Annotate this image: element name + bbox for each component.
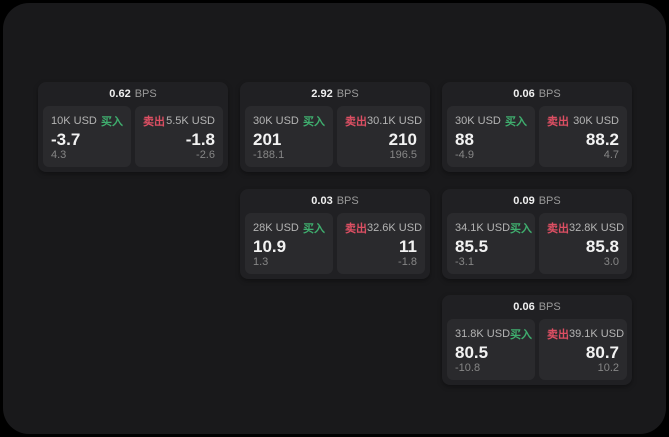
quote-card-5: 0.09 BPS 34.1K USD 买入 85.5 -3.1 卖出 32.8K… [442,189,632,279]
buy-label: 买入 [505,116,527,128]
sell-amount: 32.6K USD [367,222,423,234]
sell-delta: 196.5 [389,149,417,161]
buy-delta: -4.9 [455,149,474,161]
buy-price: 80.5 [455,342,489,362]
sell-price: 80.7 [585,342,619,362]
sell-delta: 10.2 [597,362,619,374]
bps-value: 0.03 [311,195,333,207]
card-header: 0.03 BPS [245,189,425,213]
sell-amount: 32.8K USD [569,222,625,234]
sell-price: 88.2 [585,129,619,149]
buy-pane[interactable]: 28K USD 买入 10.9 1.3 [245,213,333,274]
sell-delta: 4.7 [603,149,619,161]
bps-unit-label: BPS [538,301,561,313]
quote-card-6: 0.06 BPS 31.8K USD 买入 80.5 -10.8 卖出 39.1… [442,295,632,385]
card-header: 0.06 BPS [447,82,627,106]
sell-label: 卖出 [547,329,569,341]
sell-price: 85.8 [585,236,619,256]
bps-value: 0.62 [109,88,131,100]
bps-unit-label: BPS [538,88,561,100]
quote-card-1: 0.62 BPS 10K USD 买入 -3.7 4.3 卖出 5.5K USD… [38,82,228,172]
bps-unit-label: BPS [336,195,359,207]
buy-pane[interactable]: 30K USD 买入 201 -188.1 [245,106,333,167]
sell-amount: 5.5K USD [166,115,215,127]
sell-label: 卖出 [345,116,367,128]
buy-pane[interactable]: 31.8K USD 买入 80.5 -10.8 [447,319,535,380]
sell-price: 210 [388,129,417,149]
sell-pane[interactable]: 卖出 39.1K USD 80.7 10.2 [539,319,627,380]
sell-delta: -1.8 [398,256,417,268]
buy-amount: 28K USD [253,222,299,234]
buy-price: 10.9 [253,236,287,256]
buy-price: 88 [455,129,474,149]
buy-pane[interactable]: 30K USD 买入 88 -4.9 [447,106,535,167]
sell-pane[interactable]: 卖出 5.5K USD -1.8 -2.6 [135,106,223,167]
quote-card-4: 0.03 BPS 28K USD 买入 10.9 1.3 卖出 32.6K US… [240,189,430,279]
buy-label: 买入 [101,116,123,128]
buy-pane[interactable]: 34.1K USD 买入 85.5 -3.1 [447,213,535,274]
sell-price: 11 [399,236,417,256]
buy-label: 买入 [510,329,533,341]
buy-amount: 30K USD [455,115,501,127]
buy-delta: -10.8 [455,362,481,374]
bps-unit-label: BPS [134,88,157,100]
sell-amount: 30K USD [573,115,619,127]
buy-delta: -188.1 [253,149,285,161]
quote-board-panel: 0.62 BPS 10K USD 买入 -3.7 4.3 卖出 5.5K USD… [3,3,666,434]
buy-amount: 10K USD [51,115,97,127]
sell-pane[interactable]: 卖出 32.6K USD 11 -1.8 [337,213,425,274]
sell-pane[interactable]: 卖出 30.1K USD 210 196.5 [337,106,425,167]
quote-card-3: 0.06 BPS 30K USD 买入 88 -4.9 卖出 30K USD 8… [442,82,632,172]
bps-value: 0.06 [513,301,535,313]
card-header: 0.06 BPS [447,295,627,319]
buy-price: 85.5 [455,236,489,256]
sell-pane[interactable]: 卖出 32.8K USD 85.8 3.0 [539,213,627,274]
sell-amount: 30.1K USD [367,115,423,127]
sell-label: 卖出 [547,116,569,128]
buy-price: -3.7 [51,129,81,149]
sell-label: 卖出 [547,223,569,235]
sell-price: -1.8 [185,129,215,149]
card-header: 0.09 BPS [447,189,627,213]
card-header: 2.92 BPS [245,82,425,106]
sell-amount: 39.1K USD [569,328,625,340]
bps-value: 2.92 [311,88,333,100]
bps-value: 0.06 [513,88,535,100]
sell-label: 卖出 [345,223,367,235]
bps-unit-label: BPS [538,195,561,207]
buy-pane[interactable]: 10K USD 买入 -3.7 4.3 [43,106,131,167]
buy-delta: -3.1 [455,256,474,268]
card-header: 0.62 BPS [43,82,223,106]
buy-price: 201 [253,129,282,149]
quote-card-2: 2.92 BPS 30K USD 买入 201 -188.1 卖出 30.1K … [240,82,430,172]
sell-pane[interactable]: 卖出 30K USD 88.2 4.7 [539,106,627,167]
buy-amount: 30K USD [253,115,299,127]
bps-value: 0.09 [513,195,535,207]
buy-amount: 34.1K USD [455,222,511,234]
buy-label: 买入 [303,223,325,235]
sell-label: 卖出 [143,116,165,128]
sell-delta: 3.0 [603,256,619,268]
buy-amount: 31.8K USD [455,328,511,340]
sell-delta: -2.6 [196,149,215,161]
bps-unit-label: BPS [336,88,359,100]
buy-delta: 4.3 [51,149,67,161]
buy-label: 买入 [510,223,533,235]
buy-delta: 1.3 [253,256,269,268]
buy-label: 买入 [303,116,325,128]
